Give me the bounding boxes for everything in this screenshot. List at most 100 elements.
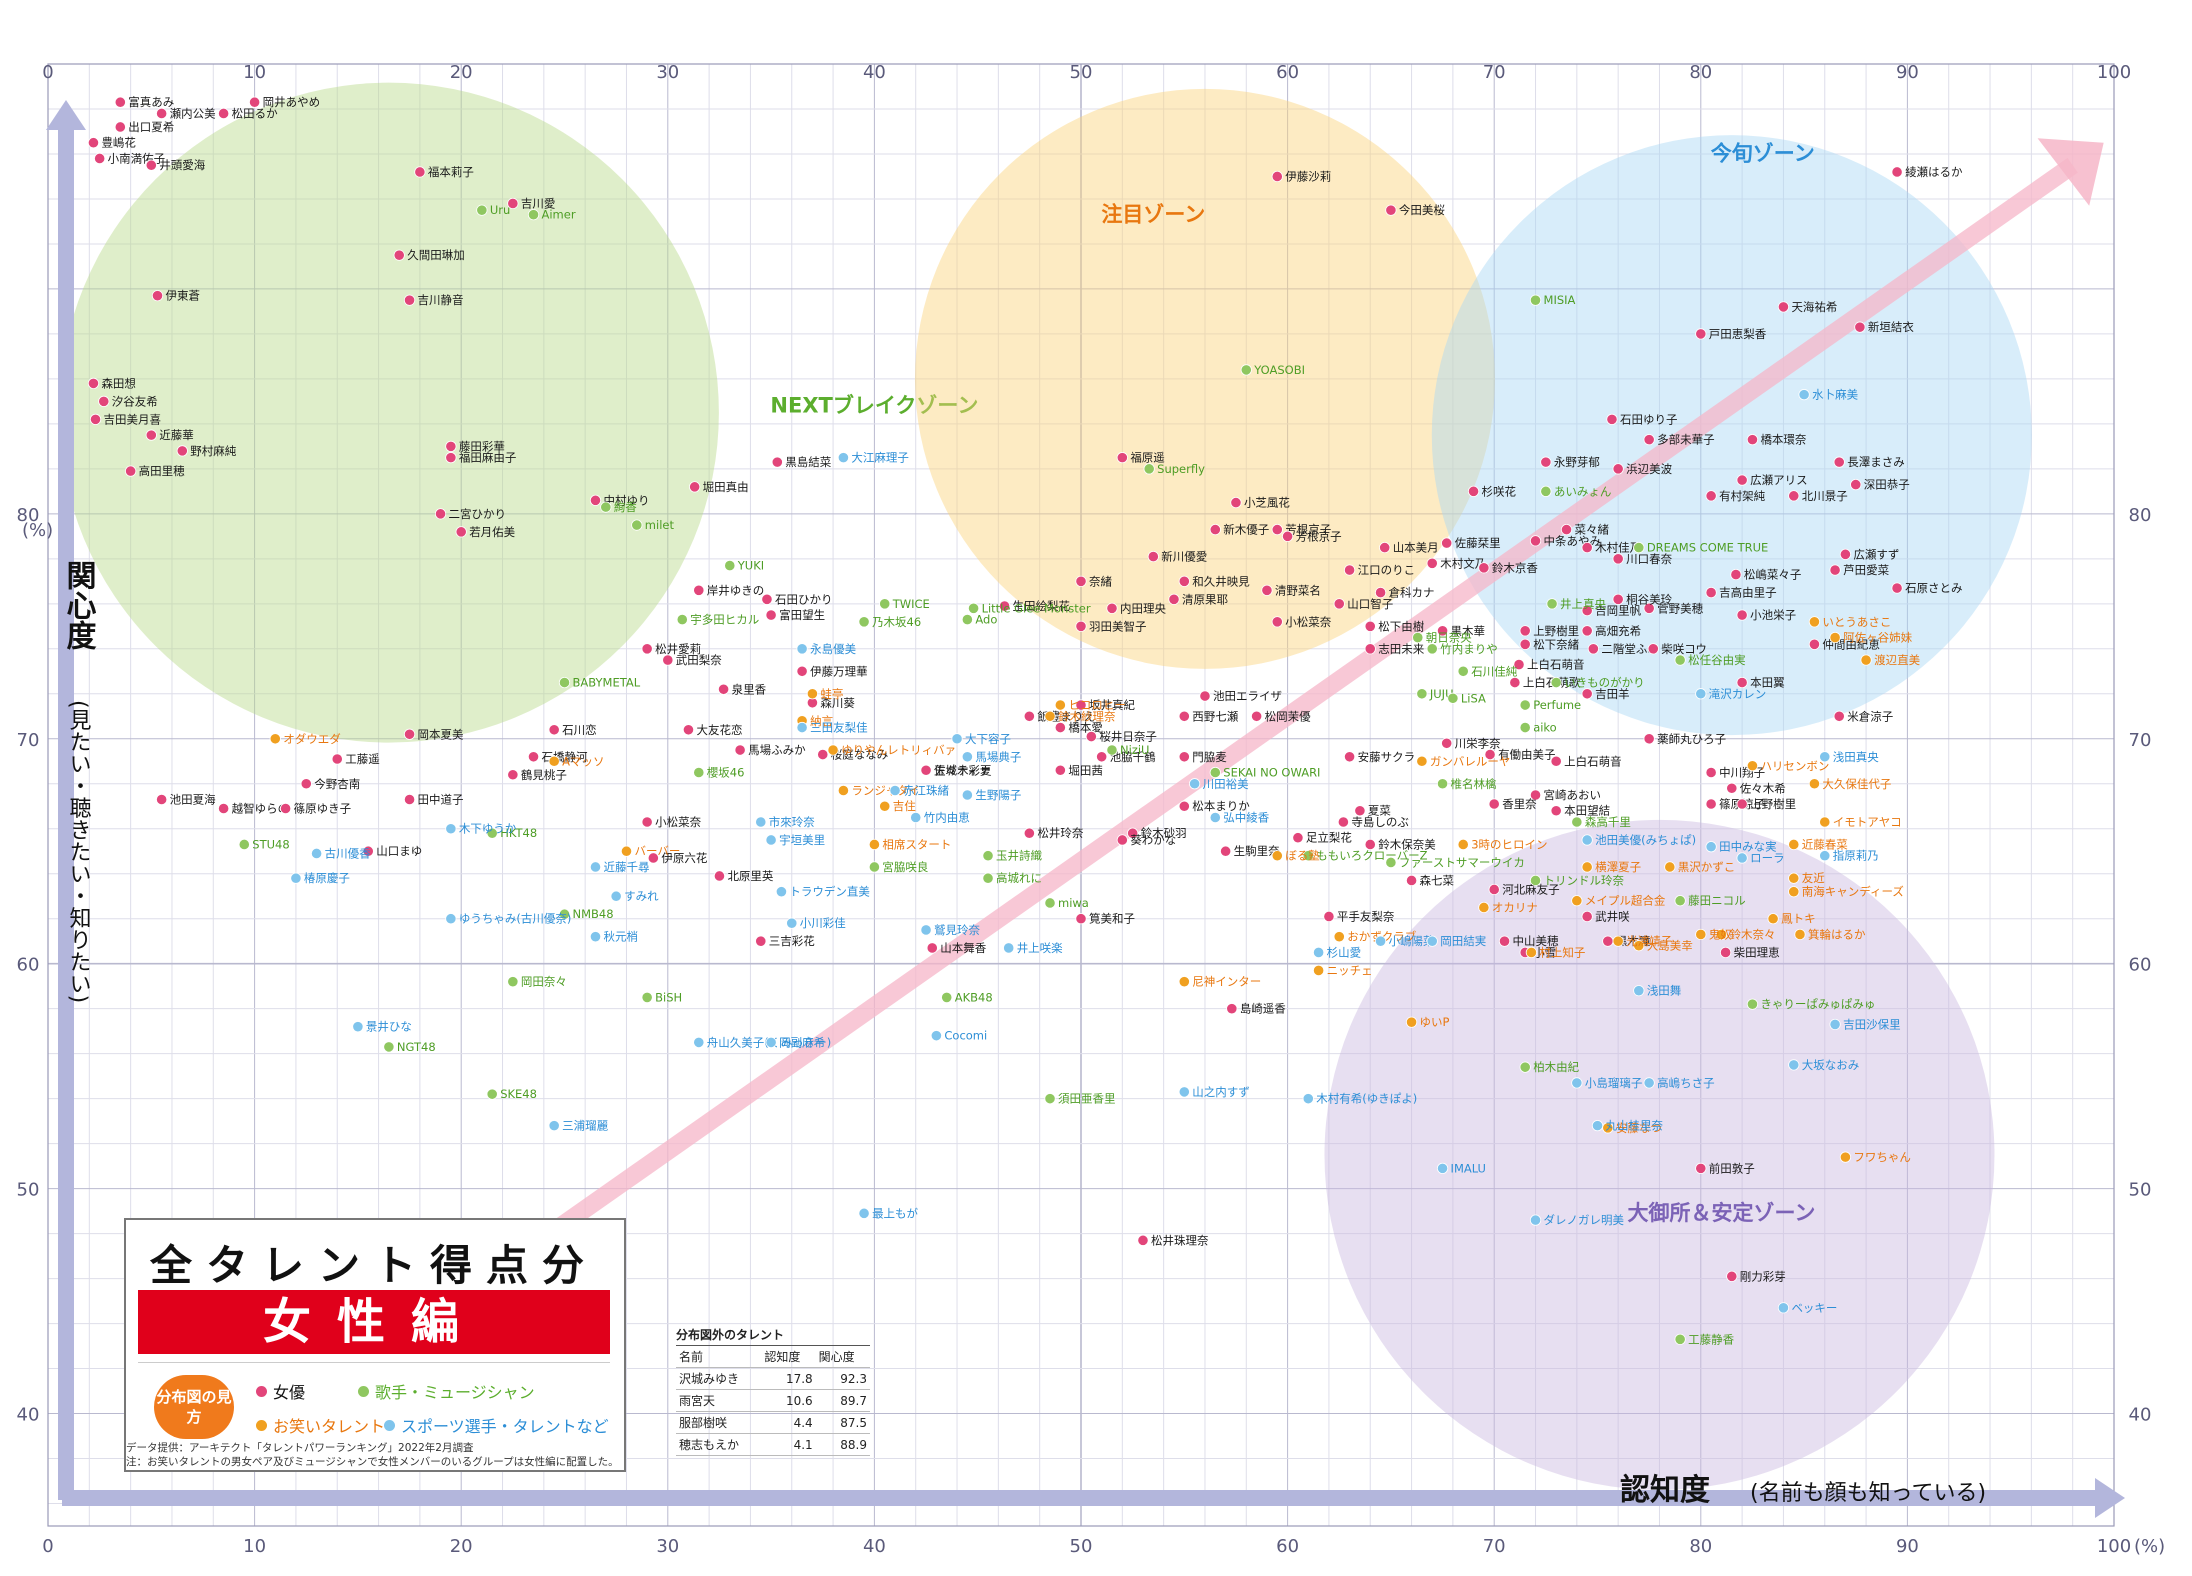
data-point-label: 尼神インター (1192, 975, 1261, 989)
table-header-row: 名前 認知度 関心度 (676, 1346, 870, 1368)
data-point-actress (1829, 564, 1841, 576)
data-point-label: 三田友梨佳 (810, 721, 868, 735)
data-point-sports (290, 872, 302, 884)
data-point-label: 江口のりこ (1358, 563, 1416, 577)
data-point-sports (786, 917, 798, 929)
data-point-actress (331, 753, 343, 765)
sports-dot-icon (384, 1419, 395, 1431)
data-point-label: 山本美月 (1393, 541, 1439, 555)
data-point-actress (1560, 523, 1573, 536)
data-point-label: 佐々木彩夏 (934, 763, 992, 777)
data-point-label: 新木優子 (1223, 523, 1269, 537)
data-point-comedian (548, 755, 560, 767)
data-point-label: 橋本環奈 (1760, 433, 1806, 447)
data-point-sports (1695, 688, 1707, 700)
data-point-actress (1023, 827, 1035, 839)
data-point-singer (1044, 1093, 1056, 1105)
table-row: 服部樹咲 4.4 87.5 (676, 1411, 870, 1434)
data-point-label: 近藤千尋 (603, 860, 649, 874)
data-point-label: 三浦瑠麗 (562, 1119, 608, 1133)
data-point-singer (1457, 665, 1469, 677)
data-point-label: 菜々緒 (1575, 523, 1610, 537)
data-point-label: 戸田恵梨香 (1709, 327, 1767, 341)
data-point-label: 松下奈緒 (1533, 637, 1579, 651)
data-point-label: 浅田真央 (1833, 750, 1879, 764)
data-point-label: 田中みな実 (1719, 840, 1777, 854)
data-point-label: 小川彩佳 (800, 916, 846, 930)
data-point-label: 吉高由里子 (1719, 586, 1777, 600)
data-point-actress (1736, 474, 1748, 486)
data-point-label: 高畑充希 (1595, 624, 1641, 638)
data-point-label: 南海キャンディーズ (1802, 885, 1904, 899)
axis-title-layer: 認知度 (名前も顔も知っている) 関心度 (見たい・聴きたい・知りたい) (61, 560, 1987, 1508)
data-point-label: 秋元梢 (603, 930, 638, 944)
data-point-label: 内田理央 (1120, 601, 1166, 615)
data-point-actress (1333, 598, 1345, 610)
data-point-actress (1891, 582, 1903, 594)
zone-label: 今旬ゾーン (1711, 142, 1815, 166)
data-point-label: 二階堂ふみ (1601, 642, 1659, 656)
data-point-label: 鬼奴 (1709, 927, 1732, 941)
outside-table-title: 分布図外のタレント (676, 1326, 870, 1346)
data-point-label: 杉咲花 (1482, 484, 1517, 498)
data-point-label: 小島瑠璃子 (1585, 1076, 1643, 1090)
data-point-label: aiko (1533, 721, 1557, 735)
data-point-label: 櫻坂46 (707, 766, 745, 780)
data-point-actress (114, 96, 126, 108)
data-point-actress (1436, 625, 1449, 637)
data-point-actress (1612, 553, 1624, 565)
data-point-label: 岡本夏美 (418, 727, 464, 741)
data-point-singer (486, 1088, 498, 1100)
data-point-label: 前田敦子 (1709, 1161, 1755, 1175)
data-point-actress (1354, 805, 1366, 817)
data-point-actress (507, 769, 519, 781)
data-point-actress (1075, 575, 1087, 587)
data-point-actress (1854, 321, 1866, 333)
data-point-label: 香里奈 (1502, 797, 1537, 811)
legend: 分布図の見方 女優 歌手・ミュージシャン お笑いタレント スポーツ選手・タレント… (138, 1362, 610, 1459)
data-point-singer (1416, 688, 1428, 700)
actress-dot-icon (256, 1385, 267, 1397)
data-point-actress (1127, 827, 1139, 839)
data-point-singer (1674, 895, 1686, 907)
data-point-label: 西野七瀬 (1192, 709, 1238, 723)
data-point-actress (151, 290, 164, 302)
data-point-label: ガンバレルーヤ (1430, 754, 1511, 768)
data-point-actress (734, 744, 746, 756)
x-tick-label: 90 (1896, 1536, 1919, 1557)
data-point-actress (300, 778, 312, 790)
data-point-sports (951, 733, 963, 745)
data-point-actress (1364, 643, 1376, 655)
data-point-label: 出口夏希 (128, 120, 174, 134)
data-point-singer (486, 827, 498, 839)
data-point-actress (1220, 845, 1232, 857)
cell: 87.5 (815, 1411, 870, 1434)
data-point-label: 和久井映見 (1192, 574, 1250, 588)
data-point-label: milet (645, 518, 675, 532)
data-point-label: 宮崎あおい (1544, 788, 1602, 802)
data-point-label: 豊嶋花 (101, 136, 136, 150)
data-point-actress (434, 508, 447, 520)
data-point-actress (682, 724, 695, 736)
data-point-actress (1226, 1003, 1238, 1015)
data-point-actress (1230, 496, 1242, 509)
data-point-sports (858, 1207, 870, 1219)
data-point-label: 筧美和子 (1089, 912, 1135, 926)
data-point-actress (1736, 676, 1748, 689)
data-point-label: 吉田沙保里 (1843, 1017, 1901, 1031)
data-point-sports (910, 811, 922, 824)
data-point-actress (796, 665, 808, 677)
cell: 4.1 (761, 1433, 816, 1456)
data-point-label: 柏木由紀 (1533, 1060, 1579, 1074)
source-line: データ提供：アーキテクト「タレントパワーランキング」2022年2月調査 (126, 1442, 474, 1454)
data-point-label: 木下ゆうか (459, 822, 517, 836)
data-point-label: 清原果耶 (1182, 592, 1228, 606)
data-point-label: 夏菜 (1368, 804, 1391, 818)
y-unit-label: (%) (22, 520, 53, 541)
data-point-label: 越智ゆらの (232, 801, 289, 815)
data-point-label: 久間田琳加 (407, 248, 465, 262)
data-point-label: Aimer (542, 208, 576, 222)
data-point-label: 小雪 (1533, 945, 1556, 959)
data-point-label: 菅野美穂 (1657, 601, 1703, 615)
data-point-actress (1199, 690, 1211, 702)
